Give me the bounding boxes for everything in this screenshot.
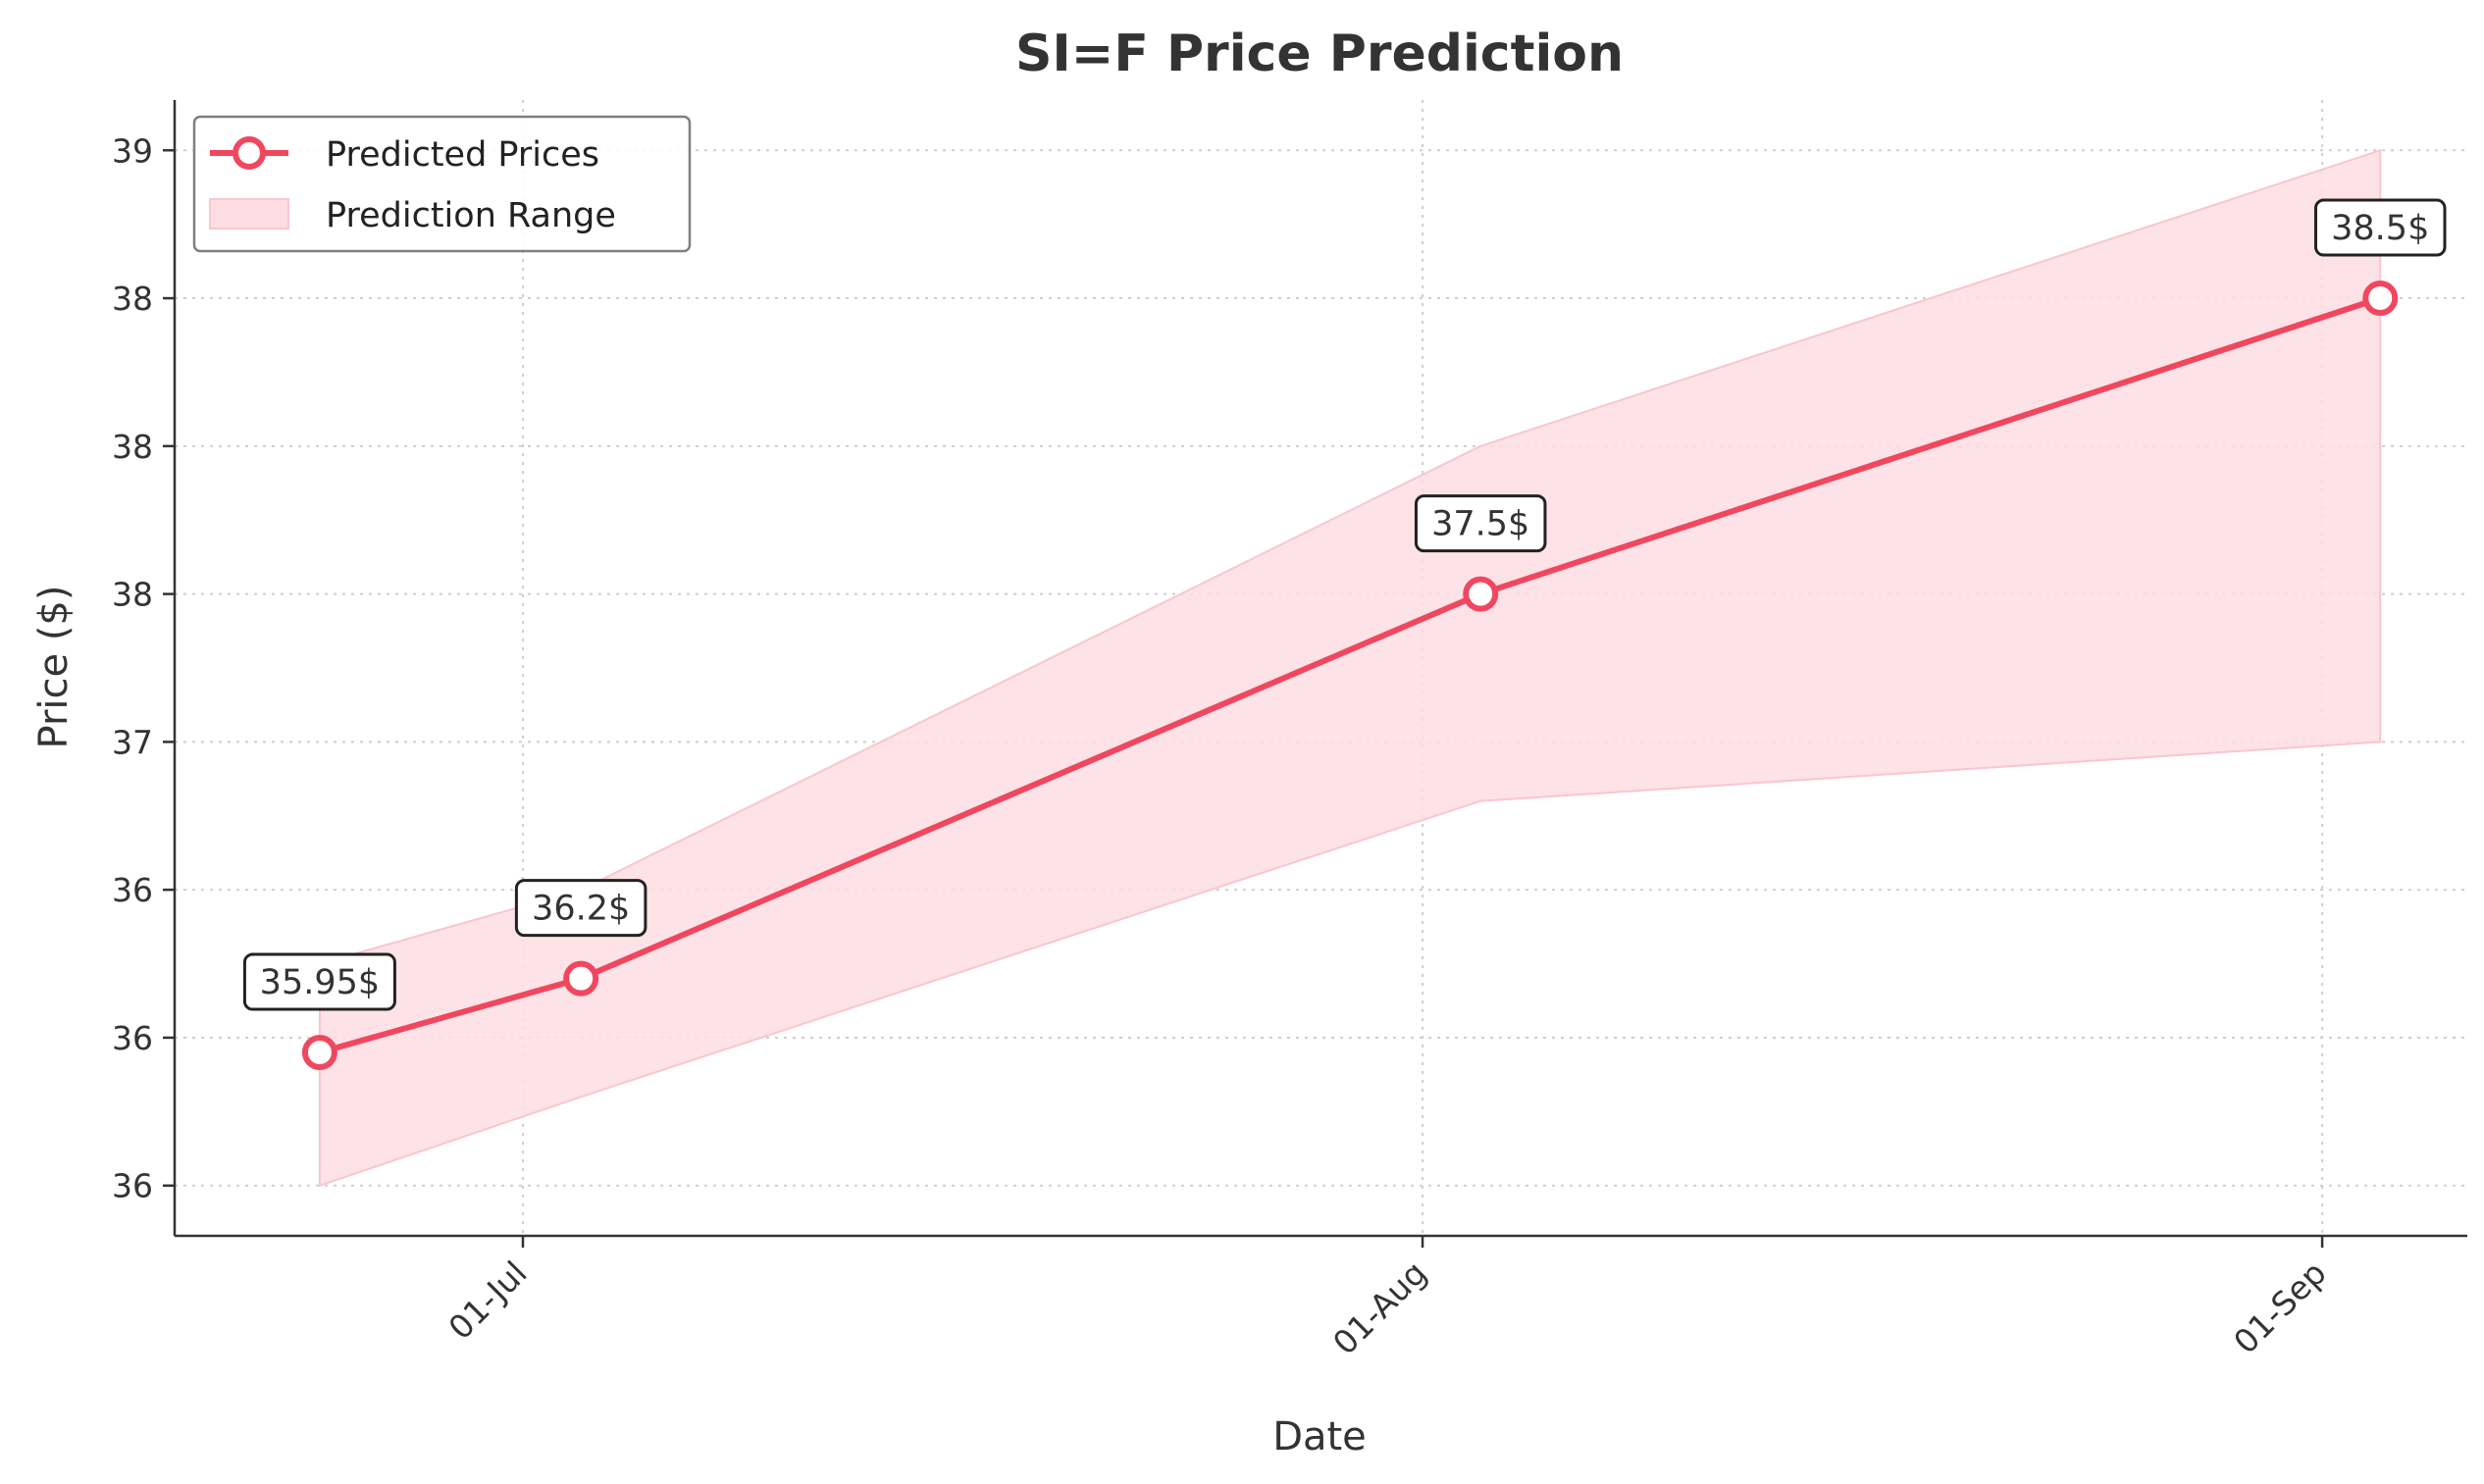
y-tick-label-0: 36 — [112, 1167, 153, 1205]
legend-label-predicted-prices: Predicted Prices — [326, 135, 599, 175]
y-tick-label-6: 38 — [112, 280, 153, 318]
predicted-prices-series — [301, 281, 2399, 1071]
data-labels: 35.95$ 36.2$ 37.5$ 38.5$ — [242, 198, 2447, 1011]
x-tick-label-1: 01-Aug — [1325, 1254, 1434, 1362]
data-point-1 — [563, 960, 599, 997]
prediction-range-band — [318, 148, 2382, 1188]
data-label-box-1 — [514, 879, 647, 938]
data-label-box-0 — [242, 952, 396, 1011]
data-label-0: 35.95$ — [260, 963, 380, 1002]
y-axis-label: Price ($) — [31, 586, 77, 749]
data-label-box-2 — [1414, 494, 1547, 553]
legend-marker-swatch — [233, 136, 266, 170]
x-axis-label: Date — [1272, 1414, 1367, 1459]
legend: Predicted Prices Prediction Range — [192, 115, 692, 253]
y-tick-label-1: 36 — [112, 1019, 153, 1057]
legend-label-prediction-range: Prediction Range — [326, 196, 616, 235]
legend-band-swatch — [209, 198, 289, 230]
data-point-0 — [301, 1035, 337, 1071]
legend-frame — [192, 115, 692, 253]
data-label-box-3 — [2314, 198, 2447, 257]
axes — [173, 100, 2467, 1238]
y-tick-label-4: 38 — [112, 576, 153, 614]
y-tick-label-3: 37 — [112, 723, 153, 761]
predicted-prices-line — [319, 295, 2382, 1055]
y-tick-label-2: 36 — [112, 871, 153, 909]
data-point-2 — [1463, 576, 1499, 612]
data-label-2: 37.5$ — [1431, 505, 1529, 544]
chart-title: SI=F Price Prediction — [1015, 25, 1624, 83]
y-tick-label-7: 39 — [112, 131, 153, 170]
x-tick-label-2: 01-Sep — [2226, 1254, 2334, 1361]
prediction-range-area — [318, 148, 2382, 1188]
y-tick-label-5: 38 — [112, 428, 153, 466]
data-label-1: 36.2$ — [532, 890, 630, 929]
data-label-3: 38.5$ — [2331, 209, 2429, 248]
x-tick-label-0: 01-Jul — [440, 1254, 534, 1347]
data-point-3 — [2362, 281, 2399, 317]
